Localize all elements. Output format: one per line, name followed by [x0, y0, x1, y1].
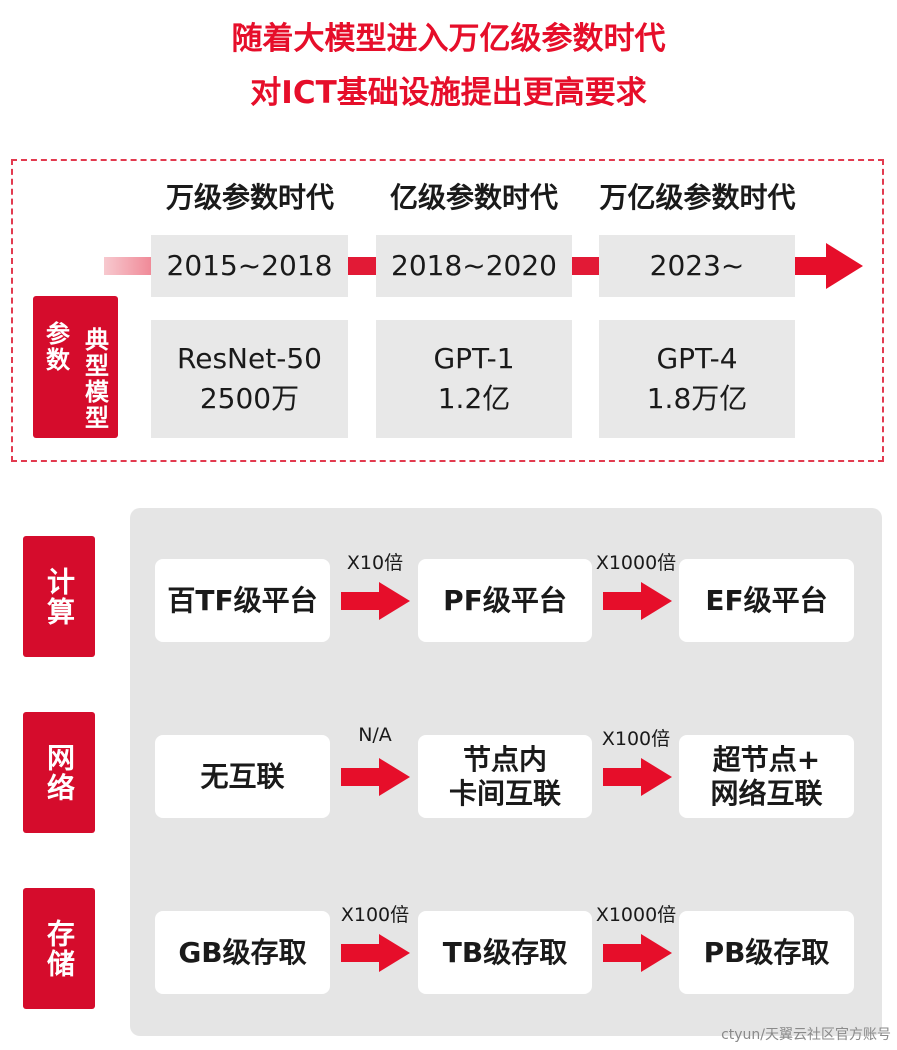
row-label: 网络 [43, 742, 76, 803]
arrow-right-icon [341, 758, 410, 796]
tag-text-col1: 典型模型 [80, 327, 109, 431]
multiplier-label: X100倍 [340, 904, 410, 926]
model-name: ResNet-50 [177, 342, 322, 375]
stage-card: GB级存取 [155, 911, 330, 994]
arrow-right-icon [603, 934, 672, 972]
era-label-2: 亿级参数时代 [389, 181, 558, 214]
model-params: 1.2亿 [437, 382, 511, 415]
model-box-2: GPT-1 1.2亿 [376, 320, 572, 438]
row-label: 存储 [43, 918, 76, 979]
row-label: 计算 [43, 566, 76, 627]
stage-card: PB级存取 [679, 911, 854, 994]
row-tag-network: 网络 [23, 712, 95, 833]
multiplier-label: X1000倍 [595, 552, 677, 574]
model-box-1: ResNet-50 2500万 [151, 320, 348, 438]
era-years-2: 2018~2020 [376, 235, 572, 297]
arrow-right-icon [341, 934, 410, 972]
title-line-2: 对ICT基础设施提出更高要求 [250, 75, 647, 111]
arrow-right-icon [603, 582, 672, 620]
stage-card: 超节点+ 网络互联 [679, 735, 854, 818]
arrow-right-icon [603, 758, 672, 796]
multiplier-label: X1000倍 [595, 904, 677, 926]
model-params: 1.8万亿 [646, 382, 748, 415]
row-tag-storage: 存储 [23, 888, 95, 1009]
era-label-3: 万亿级参数时代 [599, 181, 796, 214]
stage-card: PF级平台 [418, 559, 592, 642]
stage-card: 百TF级平台 [155, 559, 330, 642]
era-years-3: 2023~ [599, 235, 795, 297]
model-params: 2500万 [199, 382, 300, 415]
watermark-text: ctyun/天翼云社区官方账号 [721, 1027, 891, 1043]
multiplier-label: X10倍 [346, 552, 404, 574]
row-tag-compute: 计算 [23, 536, 95, 657]
tag-text-col2: 参数 [41, 321, 70, 373]
arrow-right-icon [341, 582, 410, 620]
title-line-1: 随着大模型进入万亿级参数时代 [231, 21, 666, 57]
model-name: GPT-1 [433, 342, 515, 375]
stage-card: EF级平台 [679, 559, 854, 642]
stage-card: TB级存取 [418, 911, 592, 994]
model-box-3: GPT-4 1.8万亿 [599, 320, 795, 438]
multiplier-label: X100倍 [601, 728, 671, 750]
multiplier-label: N/A [358, 724, 392, 746]
model-params-tag: 典型模型 参数 [33, 296, 118, 438]
era-years-1: 2015~2018 [151, 235, 348, 297]
stage-card: 节点内 卡间互联 [418, 735, 592, 818]
stage-card: 无互联 [155, 735, 330, 818]
timeline-frame [11, 159, 884, 462]
model-name: GPT-4 [656, 342, 738, 375]
era-label-1: 万级参数时代 [165, 181, 334, 214]
